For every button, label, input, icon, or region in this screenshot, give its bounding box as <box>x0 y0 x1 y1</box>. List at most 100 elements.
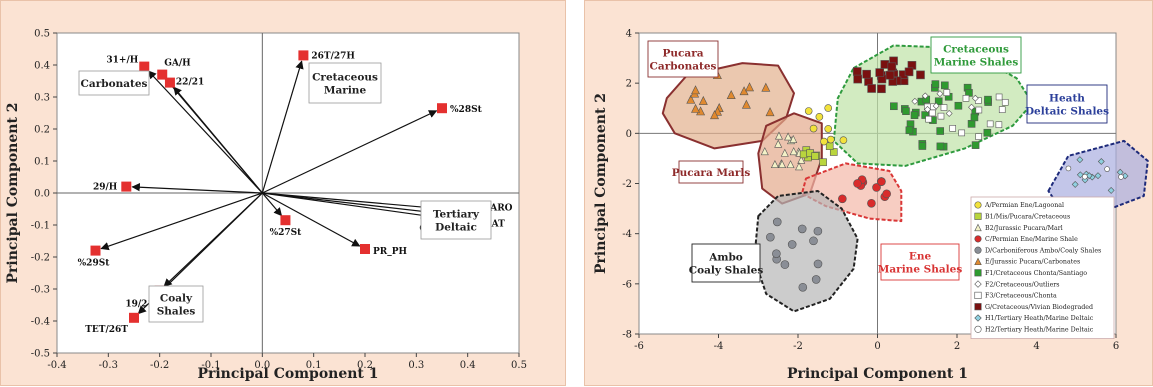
loading-label: PR_PH <box>373 247 408 257</box>
legend-marker <box>974 291 982 299</box>
data-point <box>928 109 936 117</box>
loading-label: 26T/27H <box>311 51 355 61</box>
data-point <box>780 260 790 269</box>
x-tick-label: -0.2 <box>150 360 169 371</box>
x-tick-label: 0.2 <box>357 360 373 371</box>
group-label-box <box>691 243 761 283</box>
legend-label: C/Permian Ene/Marine Shale <box>985 236 1078 243</box>
data-point <box>931 80 940 88</box>
legend-label: A/Permian Ene/Lagoonal <box>984 202 1064 209</box>
data-point <box>1065 165 1072 172</box>
legend-marker <box>974 325 982 333</box>
data-point <box>804 107 813 115</box>
annotation-box <box>78 70 150 96</box>
y-tick-label: 0.2 <box>34 125 50 136</box>
y-tick-label: 4 <box>626 29 632 40</box>
legend-label: E/Jurassic Pucara/Carbonates <box>985 259 1080 266</box>
data-point <box>890 102 898 111</box>
legend-box <box>970 196 1115 340</box>
data-point <box>986 120 994 128</box>
data-point <box>937 112 945 120</box>
x-tick-label: 0 <box>874 341 880 352</box>
data-point <box>795 162 804 171</box>
legend-label: B2/Jurassic Pucara/Marl <box>985 225 1063 232</box>
legend-marker <box>974 280 982 288</box>
annotation-label: Coaly Shales <box>157 293 196 318</box>
data-point <box>1097 158 1105 165</box>
data-point <box>1076 171 1084 179</box>
data-point <box>936 90 944 98</box>
data-point <box>936 142 945 151</box>
data-point <box>809 236 818 246</box>
loading-point <box>157 69 168 80</box>
data-point <box>932 102 940 110</box>
legend-label: F1/Cretaceous Chonta/Santiago <box>985 270 1087 277</box>
loading-arrow <box>131 183 263 194</box>
x-tick-label: -2 <box>793 341 803 352</box>
loadings-chart: -0.4 -0.3 -0.2 -0.1 0.0 0.1 0.2 0.3 0.4 0.5-0.5-0… <box>5 29 527 383</box>
data-point <box>760 147 769 156</box>
data-point <box>885 70 895 80</box>
legend-marker <box>974 223 982 232</box>
legend-marker <box>974 212 982 220</box>
loading-label: %27St <box>270 228 303 238</box>
data-point <box>797 155 806 164</box>
loading-point <box>121 181 132 192</box>
x-tick-label: 0.0 <box>254 360 270 371</box>
data-point <box>774 139 783 148</box>
x-tick-label: 0.5 <box>511 360 527 371</box>
y-tick-label: 0.0 <box>34 189 50 200</box>
loading-point <box>164 77 175 88</box>
data-point <box>971 94 979 102</box>
x-tick-label: 2 <box>954 341 960 352</box>
annotation-label: Cretaceous Marine <box>312 72 378 97</box>
data-point <box>911 97 919 105</box>
data-point <box>838 194 847 204</box>
data-point <box>770 160 779 168</box>
data-point <box>862 69 871 79</box>
loading-arrow <box>100 192 263 251</box>
loading-label: %29St <box>78 259 111 269</box>
data-point <box>686 94 696 104</box>
data-point <box>774 131 783 140</box>
data-point <box>1071 180 1079 188</box>
data-point <box>918 142 927 150</box>
group-label-box <box>930 36 1022 74</box>
x-axis-title: Principal Component 1 <box>197 366 378 382</box>
data-point <box>1001 98 1009 106</box>
data-point <box>975 106 983 114</box>
x-tick-label: -4 <box>714 341 724 352</box>
data-point <box>934 97 943 106</box>
data-point <box>829 148 838 156</box>
data-point <box>983 128 992 137</box>
data-point <box>925 115 932 123</box>
legend-label: G/Cretaceous/Vivian Biodegraded <box>985 304 1093 311</box>
loading-label: GA/H <box>164 59 191 69</box>
data-point <box>772 249 781 258</box>
data-point <box>1104 166 1110 172</box>
data-point <box>813 226 823 236</box>
loading-label: 22/21 <box>176 78 204 88</box>
data-point <box>954 101 963 110</box>
legend-label: H1/Tertiary Heath/Marine Deltaic <box>985 315 1094 322</box>
annotation-label: Tertiary Deltaic <box>433 209 480 234</box>
y-tick-label: 0.5 <box>34 29 50 40</box>
data-point <box>940 104 948 111</box>
data-point <box>745 82 755 92</box>
data-point <box>943 89 951 96</box>
loading-arrow <box>261 192 283 217</box>
loading-arrow <box>262 110 438 194</box>
loading-point <box>437 103 447 114</box>
data-point <box>826 135 835 144</box>
data-point <box>766 232 775 242</box>
loading-point <box>298 50 309 61</box>
loading-label: 31+/H <box>106 56 138 66</box>
y-tick-label: -0.4 <box>31 317 50 328</box>
data-point <box>820 137 828 146</box>
data-point <box>691 85 701 95</box>
data-point <box>945 110 953 117</box>
data-point <box>1118 174 1124 180</box>
data-point <box>995 121 1003 129</box>
data-point <box>853 74 863 84</box>
